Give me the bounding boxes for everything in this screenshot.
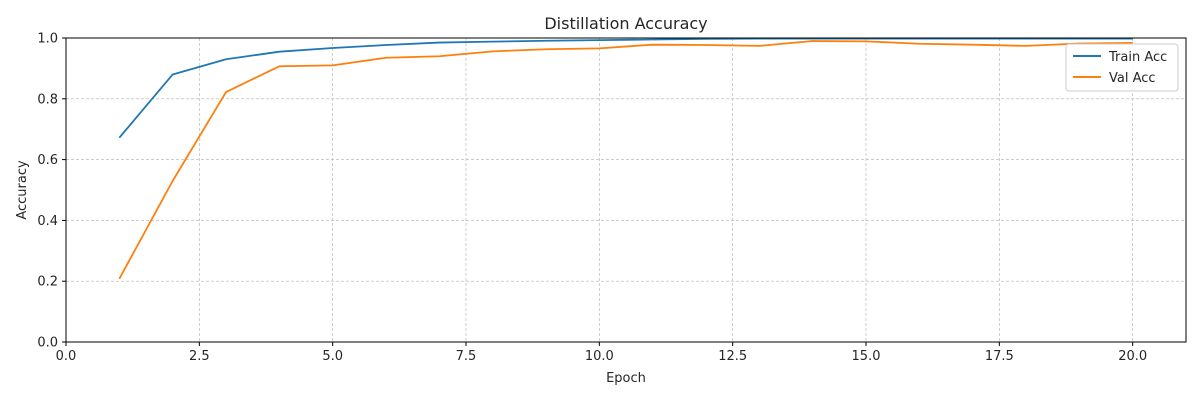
series-line-val-acc	[118, 40, 1133, 280]
x-tick-label: 2.5	[189, 349, 210, 364]
x-tick-label: 20.0	[1118, 349, 1147, 364]
y-tick-label: 0.0	[37, 336, 58, 351]
x-tick-label: 17.5	[985, 349, 1014, 364]
plot-frame	[65, 37, 1187, 343]
legend: Train Acc Val Acc	[1065, 43, 1179, 92]
chart-title: Distillation Accuracy	[544, 14, 707, 33]
y-axis-title: Accuracy	[15, 160, 30, 220]
x-tick-label: 15.0	[852, 349, 881, 364]
y-tick-label: 0.6	[37, 153, 58, 168]
legend-label-train-acc: Train Acc	[1108, 50, 1167, 65]
y-tick-label: 0.4	[37, 214, 58, 229]
x-axis-ticks: 0.0 2.5 5.0 7.5 10.0 12.5 15.0 17.5 20.0	[56, 342, 1147, 364]
series-line-train-acc	[118, 37, 1133, 139]
x-axis-title: Epoch	[606, 371, 646, 386]
legend-label-val-acc: Val Acc	[1109, 71, 1156, 86]
x-tick-label: 7.5	[456, 349, 477, 364]
x-tick-label: 5.0	[322, 349, 343, 364]
y-tick-label: 0.2	[37, 275, 58, 290]
series-lines	[118, 37, 1133, 280]
y-tick-label: 0.8	[37, 92, 58, 107]
x-tick-label: 12.5	[718, 349, 747, 364]
y-axis-ticks: 0.0 0.2 0.4 0.6 0.8 1.0	[37, 32, 66, 351]
x-tick-label: 0.0	[56, 349, 77, 364]
y-tick-label: 1.0	[37, 32, 58, 47]
x-tick-label: 10.0	[585, 349, 614, 364]
